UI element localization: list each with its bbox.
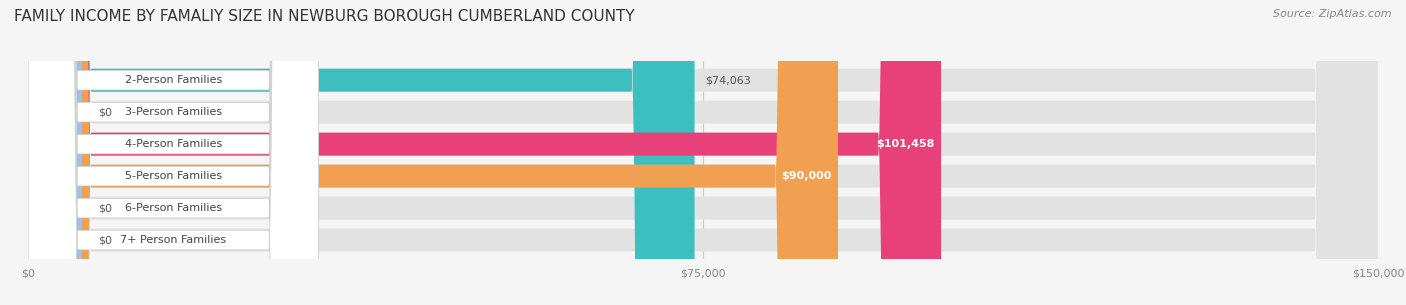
Text: 5-Person Families: 5-Person Families [125, 171, 222, 181]
FancyBboxPatch shape [28, 0, 1378, 305]
FancyBboxPatch shape [28, 0, 318, 305]
Text: 3-Person Families: 3-Person Families [125, 107, 222, 117]
FancyBboxPatch shape [28, 0, 1378, 305]
Text: $90,000: $90,000 [780, 171, 831, 181]
FancyBboxPatch shape [28, 0, 838, 305]
FancyBboxPatch shape [28, 0, 1378, 305]
Text: 7+ Person Families: 7+ Person Families [120, 235, 226, 245]
FancyBboxPatch shape [28, 0, 1378, 305]
FancyBboxPatch shape [28, 0, 82, 305]
FancyBboxPatch shape [28, 0, 941, 305]
Text: 4-Person Families: 4-Person Families [125, 139, 222, 149]
Text: $101,458: $101,458 [876, 139, 935, 149]
FancyBboxPatch shape [28, 0, 318, 305]
Text: 6-Person Families: 6-Person Families [125, 203, 222, 213]
FancyBboxPatch shape [28, 0, 318, 305]
Text: $0: $0 [98, 107, 112, 117]
FancyBboxPatch shape [28, 0, 1378, 305]
FancyBboxPatch shape [28, 0, 82, 305]
FancyBboxPatch shape [28, 0, 695, 305]
Text: $74,063: $74,063 [706, 75, 751, 85]
FancyBboxPatch shape [28, 0, 318, 305]
FancyBboxPatch shape [28, 0, 1378, 305]
FancyBboxPatch shape [28, 0, 318, 305]
FancyBboxPatch shape [28, 0, 318, 305]
Text: FAMILY INCOME BY FAMALIY SIZE IN NEWBURG BOROUGH CUMBERLAND COUNTY: FAMILY INCOME BY FAMALIY SIZE IN NEWBURG… [14, 9, 634, 24]
Text: 2-Person Families: 2-Person Families [125, 75, 222, 85]
FancyBboxPatch shape [28, 0, 82, 305]
Text: $0: $0 [98, 203, 112, 213]
Text: Source: ZipAtlas.com: Source: ZipAtlas.com [1274, 9, 1392, 19]
Text: $0: $0 [98, 235, 112, 245]
